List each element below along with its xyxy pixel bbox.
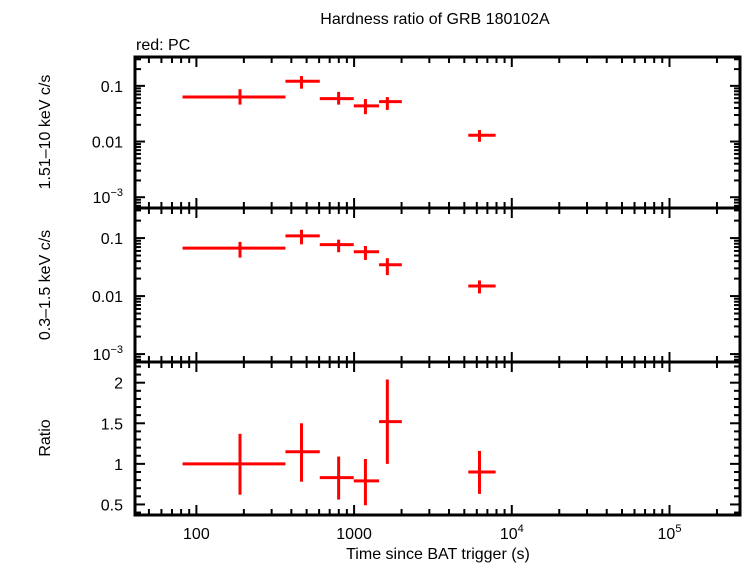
y-tick-label: 2 <box>114 376 123 393</box>
panel-frame-1 <box>133 55 742 210</box>
panel-frame-3 <box>133 360 742 517</box>
x-axis-label: Time since BAT trigger (s) <box>346 546 530 563</box>
y-axis-label-ratio: Ratio <box>37 419 54 456</box>
x-tick-label: 1000 <box>336 526 372 543</box>
x-tick-label: 100 <box>183 526 210 543</box>
x-tick-label: 104 <box>500 523 524 543</box>
y-tick-label: 1.5 <box>101 416 123 433</box>
y-tick-label: 0.5 <box>101 497 123 514</box>
y-axis-label-hard: 1.51–10 keV c/s <box>37 75 54 190</box>
y-tick-label: 0.1 <box>101 79 123 96</box>
y-tick-label: 10−3 <box>93 344 123 364</box>
legend-note: red: PC <box>136 37 190 54</box>
y-tick-label: 0.01 <box>92 135 123 152</box>
y-tick-label: 1 <box>114 457 123 474</box>
chart-title: Hardness ratio of GRB 180102A <box>320 11 550 28</box>
y-tick-label: 0.01 <box>92 289 123 306</box>
y-tick-label: 0.1 <box>101 231 123 248</box>
x-tick-label: 105 <box>658 523 682 543</box>
y-tick-label: 10−3 <box>93 187 123 207</box>
panel-frame-2 <box>133 206 742 364</box>
y-axis-label-soft: 0.3–1.5 keV c/s <box>37 230 54 340</box>
